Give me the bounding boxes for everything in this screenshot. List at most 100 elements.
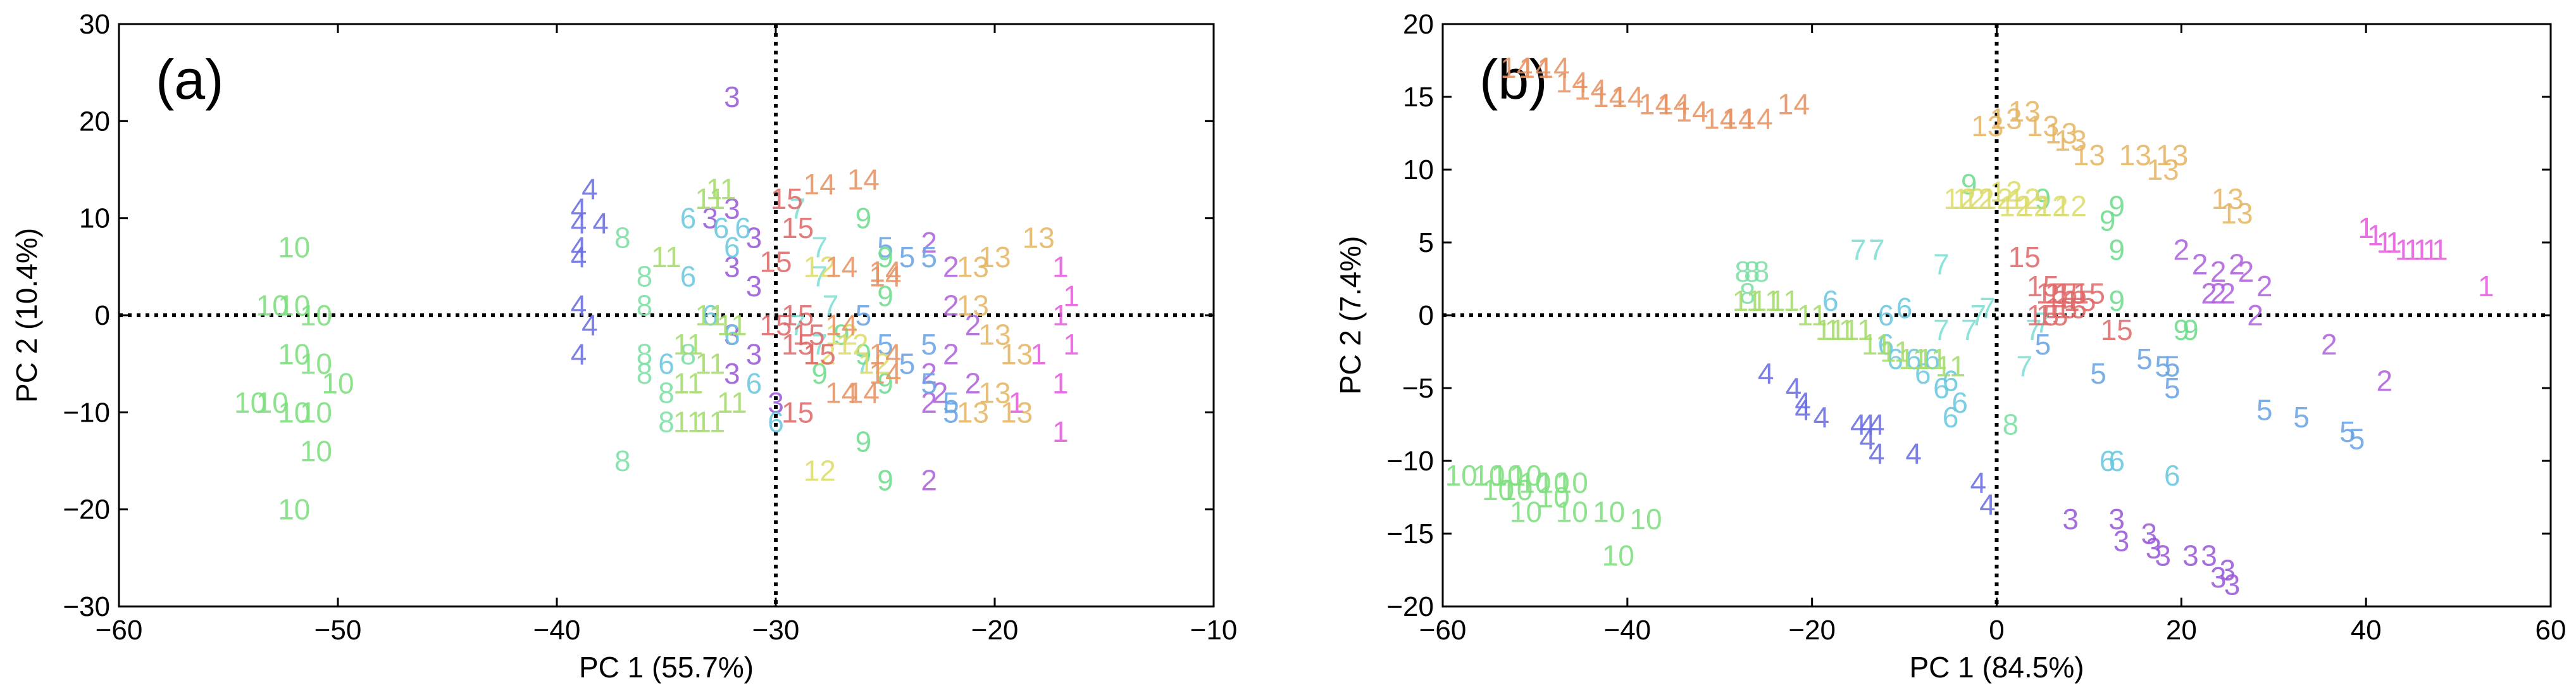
data-point-class-13: 13 [978,241,1011,273]
data-point-class-13: 13 [1000,396,1033,429]
data-point-class-15: 15 [2055,292,2087,325]
data-point-class-10: 10 [1538,481,1570,514]
data-point-class-2: 2 [2210,255,2227,288]
data-point-class-8: 8 [1744,255,1760,288]
plot-frame-a [118,23,1215,608]
data-point-class-1: 1 [1052,299,1069,332]
y-tick-label-b: 20 [1403,9,1434,40]
data-point-class-4: 4 [1786,372,1802,405]
data-point-class-8: 8 [614,221,631,254]
data-point-class-5: 5 [2090,357,2106,390]
y-tick-label-b: −5 [1402,373,1434,404]
data-point-class-7: 7 [856,348,872,380]
data-point-class-10: 10 [1629,503,1662,536]
data-point-class-11: 11 [695,299,725,332]
data-point-class-6: 6 [1905,342,1922,375]
data-point-class-2: 2 [921,226,937,259]
data-point-class-3: 3 [702,202,718,235]
data-point-class-14: 14 [1556,66,1588,99]
data-point-class-14: 14 [1657,88,1689,121]
data-point-class-14: 14 [1611,80,1643,113]
data-point-class-14: 14 [869,255,901,288]
data-point-class-2: 2 [921,386,937,419]
data-point-class-6: 6 [1943,401,1959,434]
data-point-class-2: 2 [943,289,959,322]
data-point-class-5: 5 [899,241,916,273]
data-point-class-6: 6 [1924,342,1941,375]
data-point-class-6: 6 [702,299,718,332]
x-tick-label-b: −20 [1788,615,1836,646]
data-point-class-12: 12 [837,328,869,361]
data-point-class-3: 3 [746,337,762,370]
data-point-class-2: 2 [2219,277,2236,310]
data-point-class-10: 10 [278,231,310,264]
data-point-class-12: 12 [858,348,890,380]
data-point-class-15: 15 [792,318,824,351]
data-point-class-4: 4 [582,173,598,206]
data-point-class-6: 6 [1943,365,1959,398]
data-point-class-5: 5 [856,299,872,332]
data-point-class-10: 10 [1472,459,1505,492]
data-point-class-4: 4 [571,231,587,264]
data-point-class-4: 4 [571,337,587,370]
data-point-class-10: 10 [278,289,310,322]
data-point-class-5: 5 [921,367,937,399]
data-point-class-6: 6 [680,260,697,293]
data-point-class-4: 4 [1905,437,1922,470]
data-point-class-13: 13 [2156,139,2188,172]
data-point-class-13: 13 [957,396,989,429]
x-tick-label-b: −40 [1604,615,1652,646]
data-point-class-15: 15 [2045,292,2077,325]
data-point-class-14: 14 [825,250,857,283]
y-tick-label-b: −20 [1386,591,1434,622]
data-point-class-9: 9 [877,241,893,273]
data-point-class-11: 11 [673,328,704,361]
data-point-class-5: 5 [943,396,959,429]
data-point-class-15: 15 [804,337,836,370]
y-tick-label-b: 10 [1403,154,1434,185]
data-point-class-7: 7 [823,289,839,322]
data-point-class-1: 1 [2413,234,2430,267]
x-tick-label-b: 60 [2536,615,2567,646]
data-point-class-9: 9 [2174,313,2190,346]
data-point-class-13: 13 [978,377,1011,410]
data-point-class-3: 3 [746,221,762,254]
data-point-class-15: 15 [2101,313,2133,346]
x-tick-label-a: −10 [1190,615,1238,646]
data-point-class-12: 12 [804,454,836,487]
data-point-class-12: 12 [2036,190,2068,223]
data-point-class-4: 4 [1758,357,1774,390]
data-point-class-13: 13 [2073,139,2105,172]
data-point-class-2: 2 [2238,255,2255,288]
data-point-class-14: 14 [825,377,857,410]
data-point-class-13: 13 [2212,182,2244,215]
data-point-class-3: 3 [2182,539,2199,572]
y-tick-label-a: 10 [79,203,110,234]
data-point-class-4: 4 [1850,408,1867,441]
data-point-class-13: 13 [2220,197,2253,230]
data-point-class-11: 11 [695,182,725,215]
data-point-class-4: 4 [1869,408,1885,441]
data-point-class-9: 9 [877,279,893,312]
data-point-class-1: 1 [1052,415,1069,448]
data-point-class-2: 2 [2377,365,2393,398]
data-point-class-8: 8 [614,444,631,477]
data-point-class-5: 5 [2164,372,2181,405]
data-point-class-11: 11 [1769,284,1800,317]
data-point-class-10: 10 [1445,459,1478,492]
data-point-class-5: 5 [921,241,937,273]
data-point-class-10: 10 [1491,459,1524,492]
data-point-class-10: 10 [1556,496,1588,529]
data-point-class-7: 7 [1933,313,1950,346]
data-point-class-5: 5 [943,386,959,419]
data-point-class-2: 2 [943,337,959,370]
data-point-class-12: 12 [1981,182,2013,215]
data-point-class-9: 9 [2108,234,2125,267]
data-point-class-4: 4 [592,206,609,239]
panel-label-a: (a) [156,48,224,111]
data-point-class-8: 8 [1734,255,1751,288]
data-point-class-4: 4 [1979,488,1996,521]
data-point-class-3: 3 [2146,532,2162,565]
data-point-class-12: 12 [2017,190,2050,223]
